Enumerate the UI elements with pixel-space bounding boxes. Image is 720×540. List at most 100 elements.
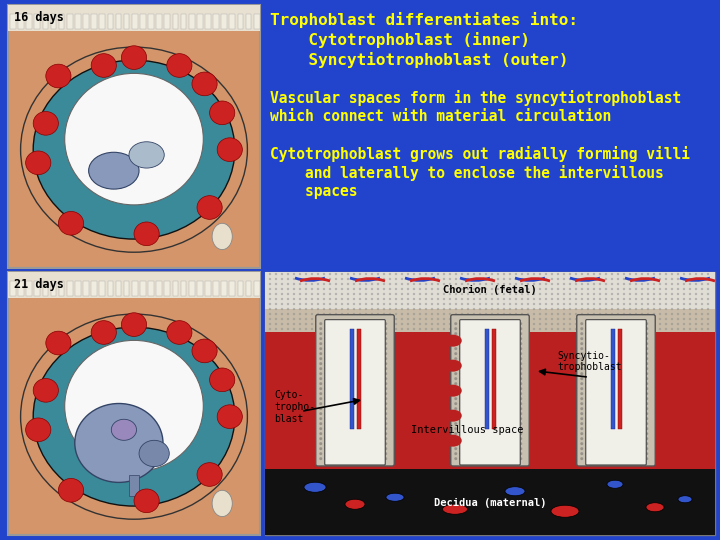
- Circle shape: [503, 308, 505, 310]
- Circle shape: [503, 288, 505, 290]
- Circle shape: [593, 283, 595, 285]
- Circle shape: [606, 457, 608, 460]
- Circle shape: [509, 362, 512, 365]
- Circle shape: [645, 427, 648, 430]
- Circle shape: [485, 342, 487, 345]
- Circle shape: [569, 273, 571, 275]
- Circle shape: [653, 328, 655, 330]
- Circle shape: [317, 298, 319, 300]
- Circle shape: [275, 273, 277, 275]
- Circle shape: [339, 417, 342, 420]
- Circle shape: [707, 298, 709, 300]
- Circle shape: [329, 313, 331, 315]
- Circle shape: [635, 322, 638, 325]
- Circle shape: [329, 452, 332, 455]
- Circle shape: [377, 323, 379, 325]
- Circle shape: [509, 273, 511, 275]
- Circle shape: [616, 417, 618, 420]
- Circle shape: [575, 328, 577, 330]
- Ellipse shape: [607, 480, 623, 488]
- Circle shape: [490, 427, 492, 430]
- FancyBboxPatch shape: [8, 272, 260, 298]
- Circle shape: [514, 327, 517, 330]
- Circle shape: [665, 293, 667, 295]
- Circle shape: [377, 273, 379, 275]
- Circle shape: [324, 327, 328, 330]
- Circle shape: [580, 402, 583, 405]
- Circle shape: [635, 288, 637, 290]
- Circle shape: [620, 437, 624, 440]
- Circle shape: [324, 442, 328, 445]
- Circle shape: [545, 283, 547, 285]
- Circle shape: [474, 352, 477, 355]
- Circle shape: [616, 352, 618, 355]
- Circle shape: [369, 422, 372, 425]
- Circle shape: [635, 447, 638, 450]
- Circle shape: [630, 442, 634, 445]
- Circle shape: [480, 427, 482, 430]
- Circle shape: [455, 303, 457, 305]
- Circle shape: [349, 372, 352, 375]
- Circle shape: [590, 442, 593, 445]
- Circle shape: [347, 313, 349, 315]
- Circle shape: [449, 303, 451, 305]
- Circle shape: [683, 283, 685, 285]
- Circle shape: [494, 422, 498, 425]
- Circle shape: [384, 397, 387, 400]
- Ellipse shape: [112, 419, 137, 440]
- Circle shape: [581, 308, 583, 310]
- Circle shape: [629, 283, 631, 285]
- Ellipse shape: [212, 224, 233, 249]
- FancyBboxPatch shape: [189, 281, 194, 296]
- Circle shape: [659, 288, 661, 290]
- Circle shape: [606, 357, 608, 360]
- Circle shape: [474, 452, 477, 455]
- Circle shape: [369, 387, 372, 390]
- Circle shape: [384, 422, 387, 425]
- Circle shape: [623, 328, 625, 330]
- Circle shape: [347, 303, 349, 305]
- Circle shape: [334, 452, 337, 455]
- Ellipse shape: [89, 152, 139, 189]
- Circle shape: [407, 328, 409, 330]
- Text: Syncytio-
trophoblast: Syncytio- trophoblast: [557, 351, 622, 373]
- Circle shape: [499, 417, 503, 420]
- Circle shape: [349, 367, 352, 370]
- Circle shape: [473, 293, 475, 295]
- Circle shape: [379, 347, 382, 350]
- Circle shape: [349, 387, 352, 390]
- Circle shape: [473, 323, 475, 325]
- Circle shape: [365, 293, 367, 295]
- Circle shape: [339, 367, 342, 370]
- Circle shape: [454, 427, 457, 430]
- Circle shape: [521, 303, 523, 305]
- Circle shape: [611, 457, 613, 460]
- Circle shape: [485, 377, 487, 380]
- Circle shape: [641, 273, 643, 275]
- Circle shape: [469, 457, 472, 460]
- Circle shape: [347, 328, 349, 330]
- Circle shape: [384, 352, 387, 355]
- Circle shape: [469, 447, 472, 450]
- Circle shape: [671, 313, 673, 315]
- Circle shape: [527, 313, 529, 315]
- Circle shape: [551, 318, 553, 320]
- Circle shape: [339, 437, 342, 440]
- Circle shape: [509, 298, 511, 300]
- Circle shape: [585, 332, 588, 335]
- Circle shape: [677, 293, 679, 295]
- Circle shape: [689, 308, 691, 310]
- Circle shape: [431, 303, 433, 305]
- Circle shape: [354, 437, 357, 440]
- Circle shape: [533, 293, 535, 295]
- Text: Cyto-
tropho-
blast: Cyto- tropho- blast: [274, 390, 315, 423]
- Circle shape: [339, 362, 342, 365]
- Circle shape: [354, 337, 357, 340]
- Circle shape: [344, 387, 347, 390]
- Circle shape: [504, 322, 508, 325]
- Circle shape: [359, 308, 361, 310]
- Circle shape: [319, 402, 323, 405]
- Circle shape: [616, 357, 618, 360]
- Circle shape: [616, 452, 618, 455]
- Circle shape: [640, 327, 643, 330]
